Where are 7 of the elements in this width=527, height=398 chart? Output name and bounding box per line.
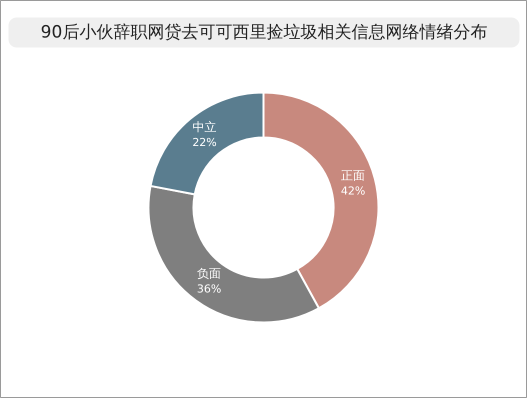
data-label: 22% [192, 136, 217, 150]
data-label: 36% [196, 282, 222, 296]
chart-title: 90后小伙辞职网贷去可可西里捡垃圾相关信息网络情绪分布 [40, 22, 488, 42]
slice-label: 负面 [197, 266, 222, 280]
slice-label: 正面 [341, 168, 366, 182]
slice-label: 中立 [192, 120, 217, 134]
data-label: 42% [340, 184, 366, 198]
